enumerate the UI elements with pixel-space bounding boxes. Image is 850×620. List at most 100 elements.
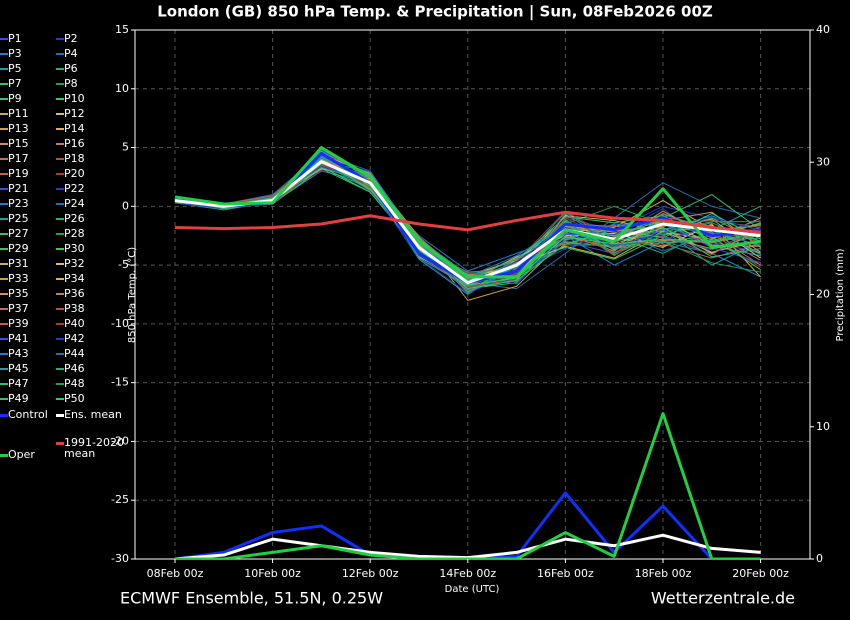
legend-label: P27: [8, 227, 29, 240]
legend-label: P46: [64, 362, 85, 375]
legend-label: P10: [64, 92, 85, 105]
legend-label: P9: [8, 92, 22, 105]
legend-label: 1991-2020 mean: [64, 436, 124, 460]
legend-label: P18: [64, 152, 85, 165]
legend-entry: P43: [0, 348, 76, 359]
legend-label: P28: [64, 227, 85, 240]
y-tick-label: -10: [111, 317, 129, 330]
x-tick-label: 08Feb 00z: [147, 567, 204, 580]
precip-line: [174, 533, 761, 559]
legend-entry: P15: [0, 138, 76, 149]
legend-swatch: [0, 454, 8, 457]
legend-swatch: [0, 248, 8, 250]
legend-swatch: [56, 203, 64, 205]
y2-tick-label: 40: [816, 23, 830, 36]
legend-swatch: [56, 278, 64, 280]
legend-swatch: [56, 248, 64, 250]
legend-label: P49: [8, 392, 29, 405]
legend-entry: P30: [56, 243, 132, 254]
legend-entry: P49: [0, 393, 76, 404]
legend-swatch: [0, 98, 8, 100]
legend-entry: P46: [56, 363, 132, 374]
legend-label: P25: [8, 212, 29, 225]
legend-swatch: [0, 113, 8, 115]
y2-tick-label: 10: [816, 420, 830, 433]
legend-label: P23: [8, 197, 29, 210]
legend-swatch: [0, 414, 8, 417]
legend-entry: P25: [0, 213, 76, 224]
x-axis-label: Date (UTC): [445, 584, 500, 595]
legend-swatch: [0, 83, 8, 85]
legend-swatch: [56, 173, 64, 175]
legend-swatch: [0, 293, 8, 295]
legend-entry: P11: [0, 108, 76, 119]
legend-label: P24: [64, 197, 85, 210]
legend-swatch: [56, 368, 64, 370]
precip-line: [175, 412, 761, 559]
legend-swatch: [0, 203, 8, 205]
legend-label: P41: [8, 332, 29, 345]
legend-label: P11: [8, 107, 29, 120]
legend-label: P2: [64, 32, 78, 45]
legend-swatch: [56, 218, 64, 220]
legend-swatch: [56, 338, 64, 340]
legend-swatch: [0, 308, 8, 310]
y2-tick-label: 20: [816, 288, 830, 301]
legend-entry: P7: [0, 78, 76, 89]
legend-swatch: [0, 263, 8, 265]
legend-swatch: [0, 323, 8, 325]
legend-entry: P44: [56, 348, 132, 359]
legend-entry: P21: [0, 183, 76, 194]
legend-label: P43: [8, 347, 29, 360]
x-tick-label: 20Feb 00z: [732, 567, 789, 580]
legend-swatch: [0, 353, 8, 355]
legend-label: P13: [8, 122, 29, 135]
legend-entry: P24: [56, 198, 132, 209]
legend-label: P7: [8, 77, 22, 90]
legend-label: P22: [64, 182, 85, 195]
legend-label: Oper: [8, 448, 35, 461]
plot-frame: [134, 29, 811, 560]
legend-swatch: [56, 398, 64, 400]
legend-entry: P40: [56, 318, 132, 329]
legend-entry: P42: [56, 333, 132, 344]
legend-swatch: [0, 68, 8, 70]
x-tick-label: 10Feb 00z: [244, 567, 301, 580]
legend-label: P17: [8, 152, 29, 165]
legend-label: P36: [64, 287, 85, 300]
temp-line: [174, 210, 761, 234]
legend-entry: P17: [0, 153, 76, 164]
legend-label: P35: [8, 287, 29, 300]
legend-label: P32: [64, 257, 85, 270]
legend-entry: P12: [56, 108, 132, 119]
legend-swatch: [56, 68, 64, 70]
legend-entry: P32: [56, 258, 132, 269]
legend-entry: P50: [56, 393, 132, 404]
footer-right: Wetterzentrale.de: [651, 589, 795, 608]
legend-entry: P9: [0, 93, 76, 104]
temp-line: [174, 161, 761, 277]
legend-swatch: [56, 188, 64, 190]
legend-entry: P6: [56, 63, 132, 74]
legend-entry: P10: [56, 93, 132, 104]
legend-label: P6: [64, 62, 78, 75]
legend-label: P20: [64, 167, 85, 180]
legend-label: P30: [64, 242, 85, 255]
legend-swatch: [0, 38, 8, 40]
legend-label: Control: [8, 408, 48, 421]
legend-entry: P26: [56, 213, 132, 224]
x-tick-label: 12Feb 00z: [342, 567, 399, 580]
temp-line: [174, 160, 761, 285]
legend-label: P26: [64, 212, 85, 225]
legend-swatch: [0, 233, 8, 235]
legend-swatch: [56, 233, 64, 235]
legend-swatch: [0, 278, 8, 280]
y-tick-label: -15: [111, 376, 129, 389]
legend-swatch: [0, 158, 8, 160]
legend-label: P44: [64, 347, 85, 360]
legend-entry: P16: [56, 138, 132, 149]
legend-entry: P31: [0, 258, 76, 269]
legend-entry: P4: [56, 48, 132, 59]
legend-label: P47: [8, 377, 29, 390]
